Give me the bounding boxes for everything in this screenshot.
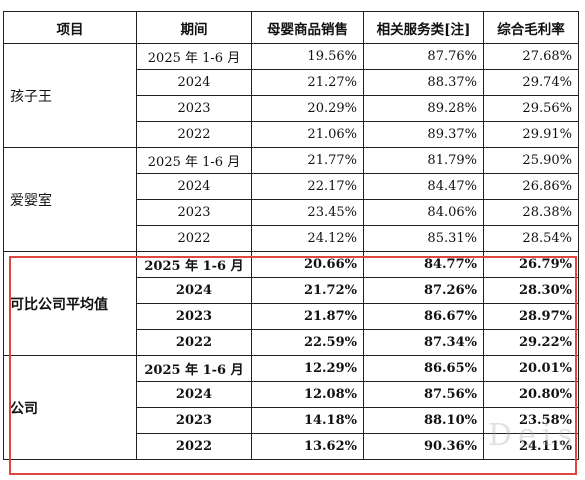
related-services-cell: 84.77% xyxy=(363,251,484,278)
gross-margin-cell: 29.91% xyxy=(483,121,579,148)
table-row: 2022 24.12% 85.31% 28.54% xyxy=(4,225,579,252)
table-row: 可比公司平均值 2025 年 1-6 月 20.66% 84.77% 26.79% xyxy=(3,251,579,356)
period-cell: 2022 xyxy=(136,225,252,252)
related-services-cell: 87.34% xyxy=(363,329,484,356)
product-sales-cell: 21.06% xyxy=(251,121,364,148)
product-sales-cell: 20.66% xyxy=(251,251,364,278)
table-row: 2024 21.72% 87.26% 28.30% xyxy=(4,277,579,304)
product-sales-cell: 24.12% xyxy=(251,225,364,252)
header-related-services: 相关服务类[注] xyxy=(363,11,484,44)
table-row: 2022 13.62% 90.36% 24.11% xyxy=(4,433,579,460)
period-cell: 2023 xyxy=(136,199,252,226)
product-sales-cell: 21.77% xyxy=(251,147,364,174)
header-period: 期间 xyxy=(136,11,252,44)
related-services-cell: 87.56% xyxy=(363,381,484,408)
product-sales-cell: 14.18% xyxy=(251,407,364,434)
gross-margin-cell: 28.97% xyxy=(483,303,579,330)
period-cell: 2025 年 1-6 月 xyxy=(136,147,252,174)
related-services-cell: 86.65% xyxy=(363,355,484,382)
period-cell: 2025 年 1-6 月 xyxy=(136,43,252,70)
gross-margin-cell: 28.54% xyxy=(483,225,579,252)
product-sales-cell: 23.45% xyxy=(251,199,364,226)
table-header-row: 项目 期间 母婴商品销售 相关服务类[注] 综合毛利率 xyxy=(3,11,579,44)
table-row: 2024 22.17% 84.47% 26.86% xyxy=(4,173,579,200)
group-name: 公司 xyxy=(3,355,137,460)
product-sales-cell: 20.29% xyxy=(251,95,364,122)
related-services-cell: 87.26% xyxy=(363,277,484,304)
table-row: 2023 21.87% 86.67% 28.97% xyxy=(4,303,579,330)
period-cell: 2022 xyxy=(136,121,252,148)
period-cell: 2025 年 1-6 月 xyxy=(136,251,252,278)
table-row: 公司 2025 年 1-6 月 12.29% 86.65% 20.01% xyxy=(3,355,579,460)
related-services-cell: 88.37% xyxy=(363,69,484,96)
table-row: 2023 14.18% 88.10% 23.58% xyxy=(4,407,579,434)
period-cell: 2025 年 1-6 月 xyxy=(136,355,252,382)
product-sales-cell: 12.08% xyxy=(251,381,364,408)
gross-margin-cell: 27.68% xyxy=(483,43,579,70)
product-sales-cell: 21.27% xyxy=(251,69,364,96)
table-row: 爱婴室 2025 年 1-6 月 21.77% 81.79% 25.90% xyxy=(3,147,579,252)
related-services-cell: 87.76% xyxy=(363,43,484,70)
table-row: 孩子王 2025 年 1-6 月 19.56% 87.76% 27.68% xyxy=(3,43,579,148)
table-row: 2023 23.45% 84.06% 28.38% xyxy=(4,199,579,226)
gross-margin-cell: 20.80% xyxy=(483,381,579,408)
related-services-cell: 86.67% xyxy=(363,303,484,330)
gross-margin-cell: 28.30% xyxy=(483,277,579,304)
product-sales-cell: 22.59% xyxy=(251,329,364,356)
table-body: 孩子王 2025 年 1-6 月 19.56% 87.76% 27.68% 2024 21.… xyxy=(3,43,579,460)
header-gross-margin: 综合毛利率 xyxy=(483,11,579,44)
gross-margin-cell: 29.74% xyxy=(483,69,579,96)
group-name: 孩子王 xyxy=(3,43,137,148)
period-cell: 2024 xyxy=(136,277,252,304)
related-services-cell: 88.10% xyxy=(363,407,484,434)
product-sales-cell: 12.29% xyxy=(251,355,364,382)
period-cell: 2022 xyxy=(136,329,252,356)
product-sales-cell: 19.56% xyxy=(251,43,364,70)
period-cell: 2024 xyxy=(136,381,252,408)
gross-margin-cell: 29.22% xyxy=(483,329,579,356)
margin-comparison-table: 项目 期间 母婴商品销售 相关服务类[注] 综合毛利率 孩子王 2025 年 1-… xyxy=(3,11,579,460)
header-item: 项目 xyxy=(3,11,137,44)
related-services-cell: 81.79% xyxy=(363,147,484,174)
period-cell: 2024 xyxy=(136,173,252,200)
margin-comparison-table-wrapper: 项目 期间 母婴商品销售 相关服务类[注] 综合毛利率 孩子王 2025 年 1-… xyxy=(3,11,579,460)
gross-margin-cell: 20.01% xyxy=(483,355,579,382)
related-services-cell: 85.31% xyxy=(363,225,484,252)
period-cell: 2023 xyxy=(136,95,252,122)
gross-margin-cell: 28.38% xyxy=(483,199,579,226)
product-sales-cell: 21.87% xyxy=(251,303,364,330)
table-row: 2022 21.06% 89.37% 29.91% xyxy=(4,121,579,148)
table-row: 2024 21.27% 88.37% 29.74% xyxy=(4,69,579,96)
period-cell: 2023 xyxy=(136,407,252,434)
gross-margin-cell: 23.58% xyxy=(483,407,579,434)
group-name: 可比公司平均值 xyxy=(3,251,137,356)
product-sales-cell: 13.62% xyxy=(251,433,364,460)
group-name: 爱婴室 xyxy=(3,147,137,252)
table-row: 2023 20.29% 89.28% 29.56% xyxy=(4,95,579,122)
header-product-sales: 母婴商品销售 xyxy=(251,11,364,44)
gross-margin-cell: 24.11% xyxy=(483,433,579,460)
period-cell: 2022 xyxy=(136,433,252,460)
related-services-cell: 84.47% xyxy=(363,173,484,200)
gross-margin-cell: 29.56% xyxy=(483,95,579,122)
product-sales-cell: 22.17% xyxy=(251,173,364,200)
product-sales-cell: 21.72% xyxy=(251,277,364,304)
related-services-cell: 84.06% xyxy=(363,199,484,226)
gross-margin-cell: 25.90% xyxy=(483,147,579,174)
related-services-cell: 89.28% xyxy=(363,95,484,122)
period-cell: 2024 xyxy=(136,69,252,96)
related-services-cell: 89.37% xyxy=(363,121,484,148)
period-cell: 2023 xyxy=(136,303,252,330)
gross-margin-cell: 26.79% xyxy=(483,251,579,278)
related-services-cell: 90.36% xyxy=(363,433,484,460)
gross-margin-cell: 26.86% xyxy=(483,173,579,200)
